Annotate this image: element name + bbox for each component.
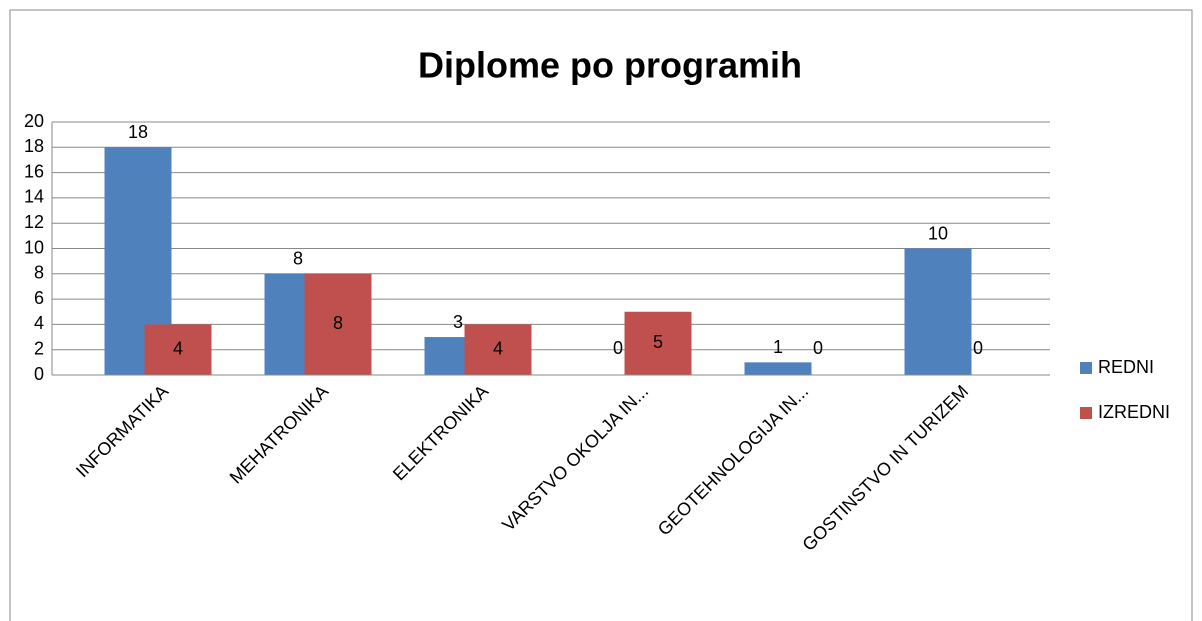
data-label: 18 bbox=[128, 122, 148, 142]
data-label: 4 bbox=[173, 338, 183, 358]
legend-swatch bbox=[1080, 407, 1092, 419]
bar bbox=[624, 311, 692, 375]
y-tick-label: 0 bbox=[34, 364, 44, 384]
bar bbox=[304, 273, 372, 375]
bar bbox=[144, 324, 212, 375]
bar bbox=[904, 248, 972, 375]
data-label: 8 bbox=[293, 249, 303, 269]
chart-border bbox=[9, 9, 1193, 621]
data-label: 10 bbox=[928, 223, 948, 243]
y-tick-label: 20 bbox=[24, 111, 44, 131]
data-label: 1 bbox=[773, 337, 783, 357]
y-tick-label: 14 bbox=[24, 187, 44, 207]
y-tick-label: 6 bbox=[34, 288, 44, 308]
y-tick-label: 16 bbox=[24, 161, 44, 181]
bar bbox=[744, 362, 812, 375]
y-tick-label: 10 bbox=[24, 237, 44, 257]
data-label: 5 bbox=[653, 332, 663, 352]
data-label: 0 bbox=[973, 338, 983, 358]
y-tick-label: 12 bbox=[24, 212, 44, 232]
data-label: 0 bbox=[813, 338, 823, 358]
bar bbox=[464, 324, 532, 375]
data-label: 4 bbox=[493, 338, 503, 358]
y-tick-label: 18 bbox=[24, 136, 44, 156]
chart-title: Diplome po programih bbox=[418, 45, 802, 86]
y-tick-label: 4 bbox=[34, 313, 44, 333]
legend-swatch bbox=[1080, 362, 1092, 374]
data-label: 8 bbox=[333, 313, 343, 333]
y-tick-label: 8 bbox=[34, 263, 44, 283]
legend-label: REDNI bbox=[1098, 357, 1154, 377]
y-tick-label: 2 bbox=[34, 338, 44, 358]
data-label: 0 bbox=[613, 338, 623, 358]
data-label: 3 bbox=[453, 312, 463, 332]
legend-label: IZREDNI bbox=[1098, 402, 1170, 422]
